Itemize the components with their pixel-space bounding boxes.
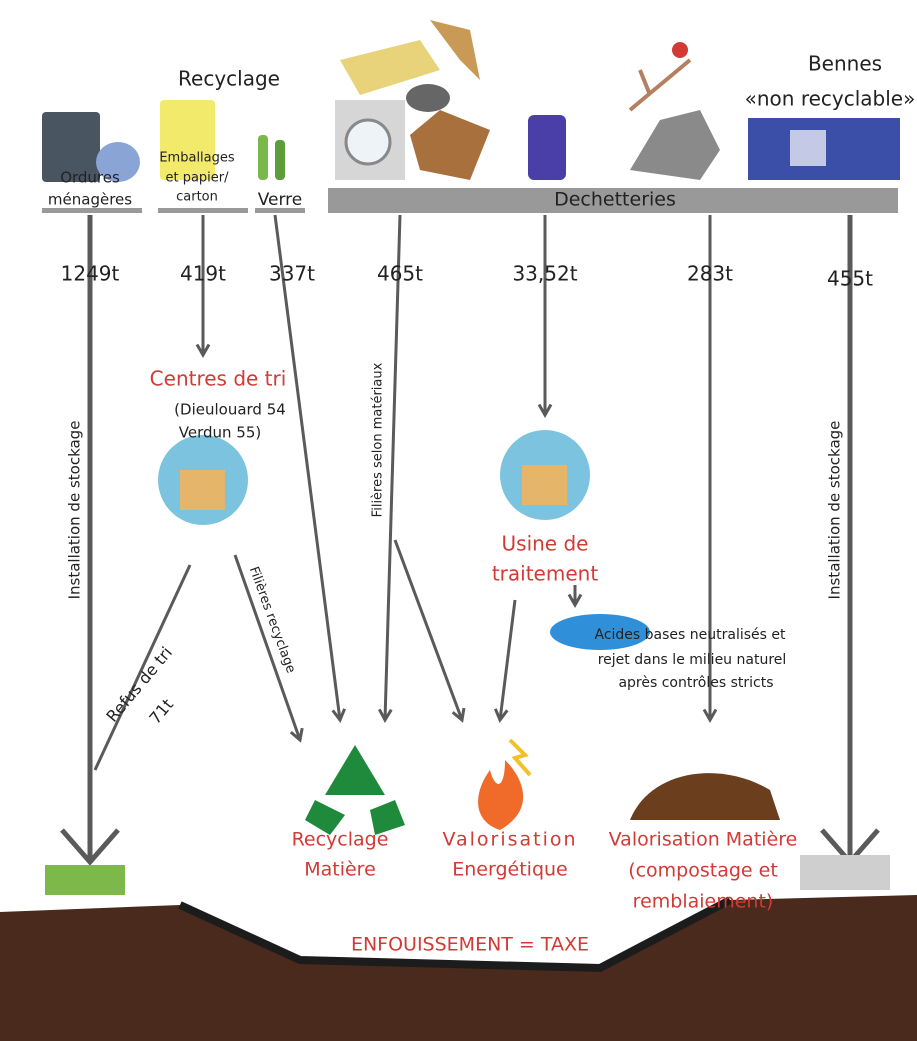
landfill-label: ENFOUISSEMENT = TAXE <box>351 934 589 956</box>
outcome-label: remblaiement) <box>633 891 774 913</box>
flow-label: Installation de stockage <box>66 421 84 600</box>
quantity: 283t <box>687 262 733 286</box>
truck-icon <box>800 855 890 890</box>
outcome-label: (compostage et <box>628 860 778 882</box>
flow-label: Filières selon matériaux <box>371 362 386 517</box>
sorting-center-title: Centres de tri <box>150 367 287 391</box>
tick-bar <box>800 208 898 213</box>
bottle-icon <box>258 135 268 180</box>
flow-label: Installation de stockage <box>826 421 844 600</box>
header-label: «non recyclable» <box>745 87 916 111</box>
note-line: rejet dans le milieu naturel <box>598 652 787 668</box>
tick-bar <box>42 208 142 213</box>
quantity: 455t <box>827 267 873 291</box>
sorting-center-line: (Dieulouard 54 <box>174 401 286 419</box>
tick-bar <box>158 208 248 213</box>
washer-door <box>346 120 390 164</box>
plant-label: Usine de <box>502 532 589 556</box>
source-label: carton <box>176 190 218 205</box>
outcome-label: Recyclage <box>292 829 389 851</box>
source-label: ménagères <box>48 191 132 209</box>
quantity: 337t <box>269 262 315 286</box>
note-line: après contrôles stricts <box>618 675 773 691</box>
fire-icon <box>478 760 523 830</box>
diagram: Recyclage Bennes «non recyclable» Dechet… <box>0 0 917 1041</box>
outcome-label: Energétique <box>452 859 567 881</box>
source-label: Verre <box>258 190 303 210</box>
source-label: Ordures <box>60 169 120 187</box>
quantity: 1249t <box>61 262 120 286</box>
source-label: Emballages <box>159 151 235 166</box>
yellow-bin-icon <box>160 100 215 180</box>
recycle-icon <box>305 745 405 835</box>
arrow <box>385 215 400 720</box>
bar-label: Dechetteries <box>554 189 676 211</box>
note-line: Acides bases neutralisés et <box>595 627 787 643</box>
page: {"header": {"recyclage": "Recyclage", "b… <box>0 0 917 1041</box>
outcome-label: Valorisation Matière <box>609 829 798 851</box>
arrow <box>395 540 462 720</box>
arrow <box>500 600 515 720</box>
branch-icon <box>630 60 690 110</box>
bottle-icon <box>275 140 285 180</box>
rock-icon <box>630 110 720 180</box>
quantity: 419t <box>180 262 226 286</box>
quantity: 465t <box>377 262 423 286</box>
quantity: 33,52t <box>512 262 577 286</box>
header-label: Bennes <box>808 52 882 76</box>
sorting-center-line: Verdun 55) <box>179 424 261 442</box>
pot-icon <box>406 84 450 112</box>
bottle-icon <box>528 115 566 180</box>
building-icon <box>522 465 567 505</box>
outcome-label: Valorisation <box>442 829 577 851</box>
building-icon <box>180 470 225 510</box>
box-icon <box>410 110 490 180</box>
flow-label: 71t <box>145 695 177 728</box>
truck-icon <box>45 865 125 895</box>
arrows <box>62 215 878 862</box>
chair-icon <box>430 20 480 80</box>
leaf-icon <box>672 42 688 58</box>
compost-icon <box>630 773 780 820</box>
recycle-shape <box>325 745 385 795</box>
source-label: et papier/ <box>165 171 229 186</box>
container-door <box>790 130 826 166</box>
plant-label: traitement <box>492 562 598 586</box>
outcome-label: Matière <box>304 859 376 881</box>
header-label: Recyclage <box>178 67 280 91</box>
